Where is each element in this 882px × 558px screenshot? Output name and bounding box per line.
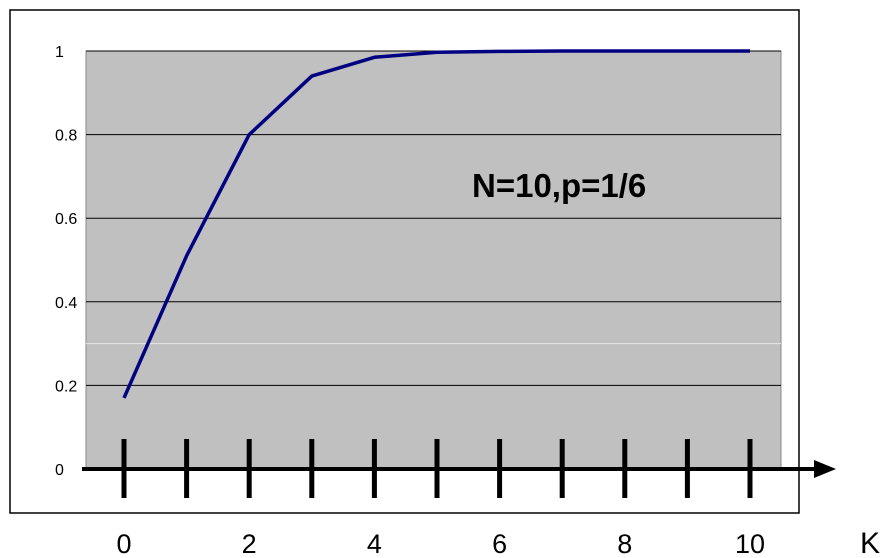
x-tick-label-4: 8 xyxy=(617,529,632,558)
y-tick-label-5: 1 xyxy=(55,44,64,61)
x-tick-label-1: 2 xyxy=(242,529,257,558)
x-axis xyxy=(82,439,836,498)
y-tick-labels: 0 0.2 0.4 0.6 0.8 1 xyxy=(55,44,77,479)
y-tick-label-3: 0.6 xyxy=(55,211,77,228)
x-tick-label-3: 6 xyxy=(492,529,507,558)
y-tick-label-0: 0 xyxy=(55,462,64,479)
x-tick-labels: 0 2 4 6 8 10 xyxy=(116,529,765,558)
plot-area xyxy=(85,50,782,470)
series-line-0 xyxy=(122,49,750,399)
x-axis-arrowhead xyxy=(814,460,836,478)
series-layer xyxy=(122,49,750,399)
x-axis-label: K xyxy=(860,527,880,558)
y-tick-label-1: 0.2 xyxy=(55,378,77,395)
y-tick-label-4: 0.8 xyxy=(55,128,77,145)
chart-annotation: N=10,p=1/6 xyxy=(472,167,646,204)
x-tick-label-0: 0 xyxy=(116,529,131,558)
y-tick-label-2: 0.4 xyxy=(55,295,77,312)
x-tick-label-2: 4 xyxy=(367,529,382,558)
x-tick-label-5: 10 xyxy=(735,529,765,558)
